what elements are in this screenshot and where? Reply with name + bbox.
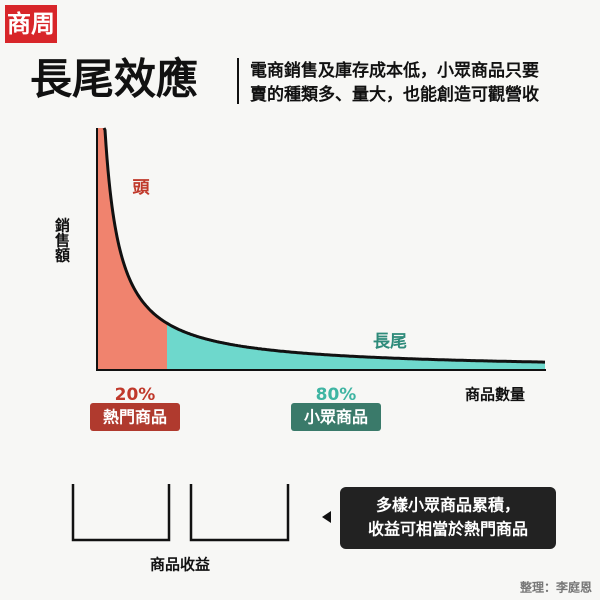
credit: 整理：李庭恩 [519,580,592,595]
segment-pill [90,403,180,431]
segment-pill [291,403,381,431]
logo-box [5,5,57,43]
subtitle-line: 賣的種類多、量大，也能創造可觀營收 [249,84,539,105]
pointer [322,511,331,523]
logo: 商周 [7,10,55,38]
note-line: 多樣小眾商品累積， [376,496,520,515]
segment-percent: 20% [115,385,156,405]
subtitle-line: 電商銷售及庫存成本低，小眾商品只要 [250,60,539,81]
bracket [71,484,171,542]
note-line: 收益可相當於熱門商品 [368,520,528,539]
segment-name: 熱門商品 [103,408,167,427]
bracket [189,484,290,542]
head-label: 頭 [133,178,151,198]
x-label: 商品數量 [465,386,525,404]
segment-percent: 80% [316,385,357,405]
title: 長尾效應 [30,55,198,104]
y-label: 銷售額 [53,217,71,264]
curve [102,127,545,364]
tail-label: 長尾 [373,332,407,352]
note-box [340,487,556,549]
segment-name: 小眾商品 [304,408,368,427]
revenue-label: 商品收益 [150,556,210,574]
tail-area [167,323,545,370]
